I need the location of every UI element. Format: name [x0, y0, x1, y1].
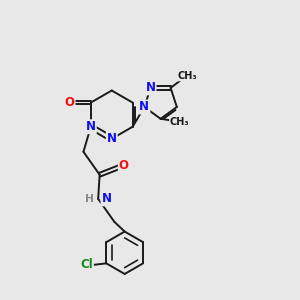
Text: N: N: [86, 120, 96, 133]
Text: CH₃: CH₃: [177, 70, 197, 80]
Text: N: N: [140, 100, 149, 113]
Text: H: H: [85, 194, 94, 204]
Text: O: O: [119, 159, 129, 172]
Text: N: N: [101, 192, 111, 206]
Text: O: O: [64, 96, 75, 109]
Text: CH₃: CH₃: [170, 117, 190, 127]
Text: N: N: [107, 132, 117, 145]
Text: N: N: [146, 81, 156, 94]
Text: Cl: Cl: [80, 258, 93, 271]
